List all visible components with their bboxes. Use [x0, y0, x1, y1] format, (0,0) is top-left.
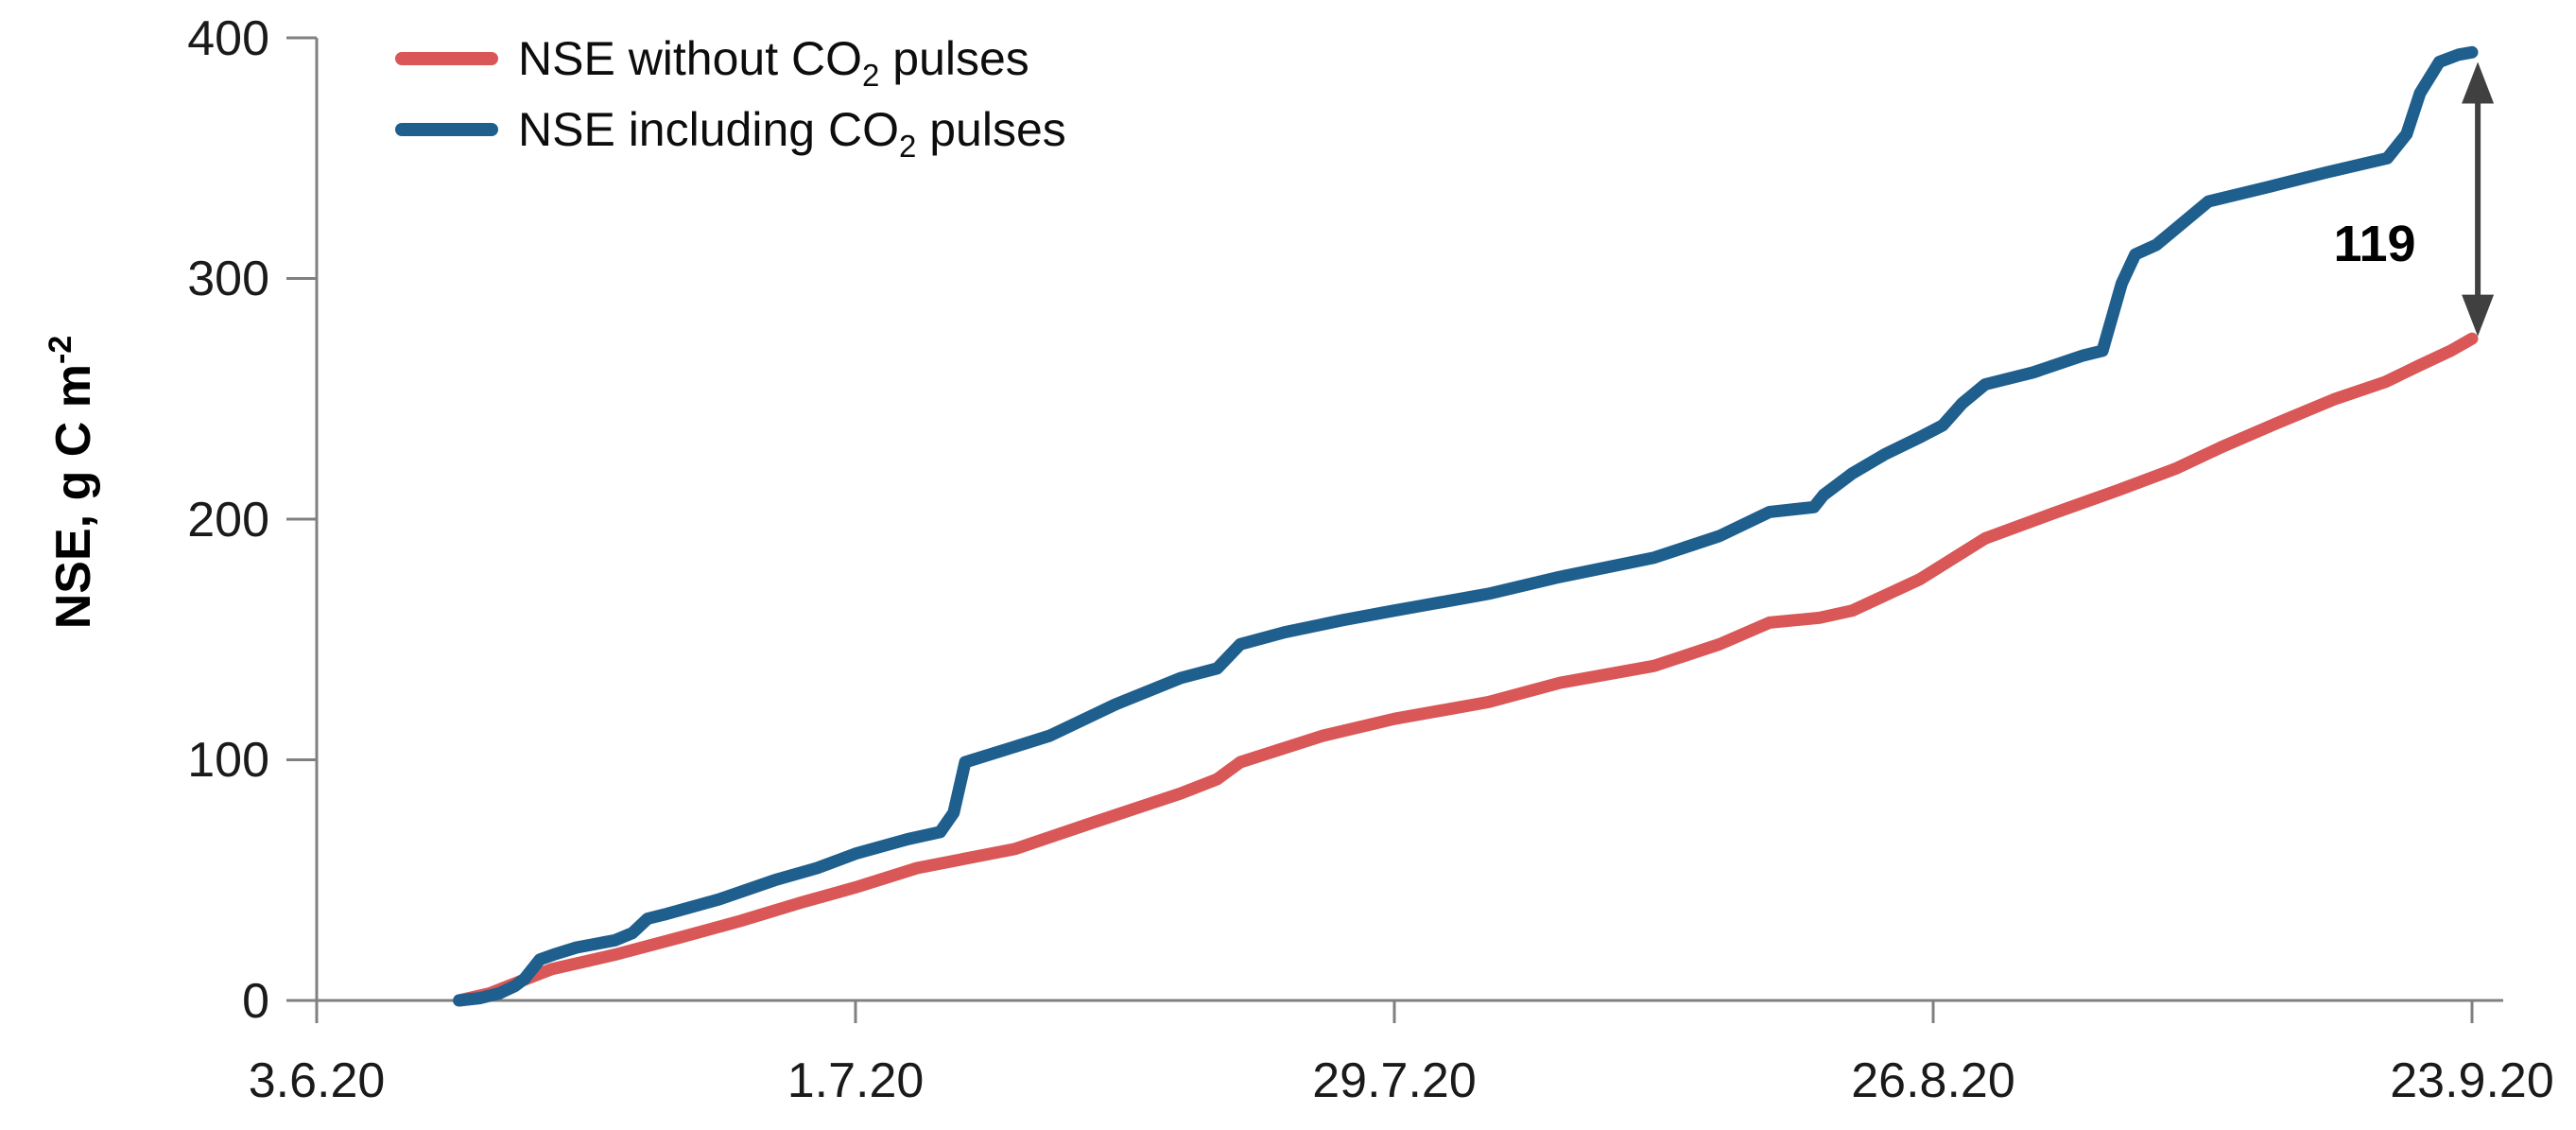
y-tick-label-400: 400	[187, 11, 269, 66]
series-lines	[453, 45, 2479, 1007]
legend-item-nse-without-co2: NSE without CO2 pulses	[395, 32, 1029, 93]
series-line-nse-including-co2-pulses	[453, 45, 2479, 1007]
y-tick-label-0: 0	[242, 974, 269, 1029]
series-line-nse-without-co2-pulses	[453, 332, 2479, 1007]
axes	[286, 36, 2503, 1023]
difference-arrow-head-up	[2462, 61, 2495, 104]
x-tick-label-5: 23.9.20	[2390, 1053, 2554, 1108]
difference-value-label: 119	[2333, 216, 2415, 272]
x-tick-label-3: 29.7.20	[1312, 1053, 1477, 1108]
y-tick-label-200: 200	[187, 493, 269, 548]
x-tick-label-1: 3.6.20	[249, 1053, 386, 1108]
legend-item-nse-including-co2: NSE including CO2 pulses	[395, 103, 1066, 164]
x-tick-label-2: 1.7.20	[787, 1053, 925, 1108]
legend-label-nse-without-co2: NSE without CO2 pulses	[518, 32, 1029, 93]
y-tick-label-100: 100	[187, 733, 269, 788]
difference-arrow-head-down	[2462, 294, 2495, 337]
difference-arrow-group	[2462, 61, 2495, 337]
legend: NSE without CO2 pulses NSE including CO2…	[395, 32, 1066, 164]
legend-label-nse-including-co2: NSE including CO2 pulses	[518, 103, 1066, 164]
y-axis-title: NSE, g C m-2	[43, 336, 101, 630]
y-tick-label-300: 300	[187, 252, 269, 306]
x-tick-label-4: 26.8.20	[1851, 1053, 2015, 1108]
